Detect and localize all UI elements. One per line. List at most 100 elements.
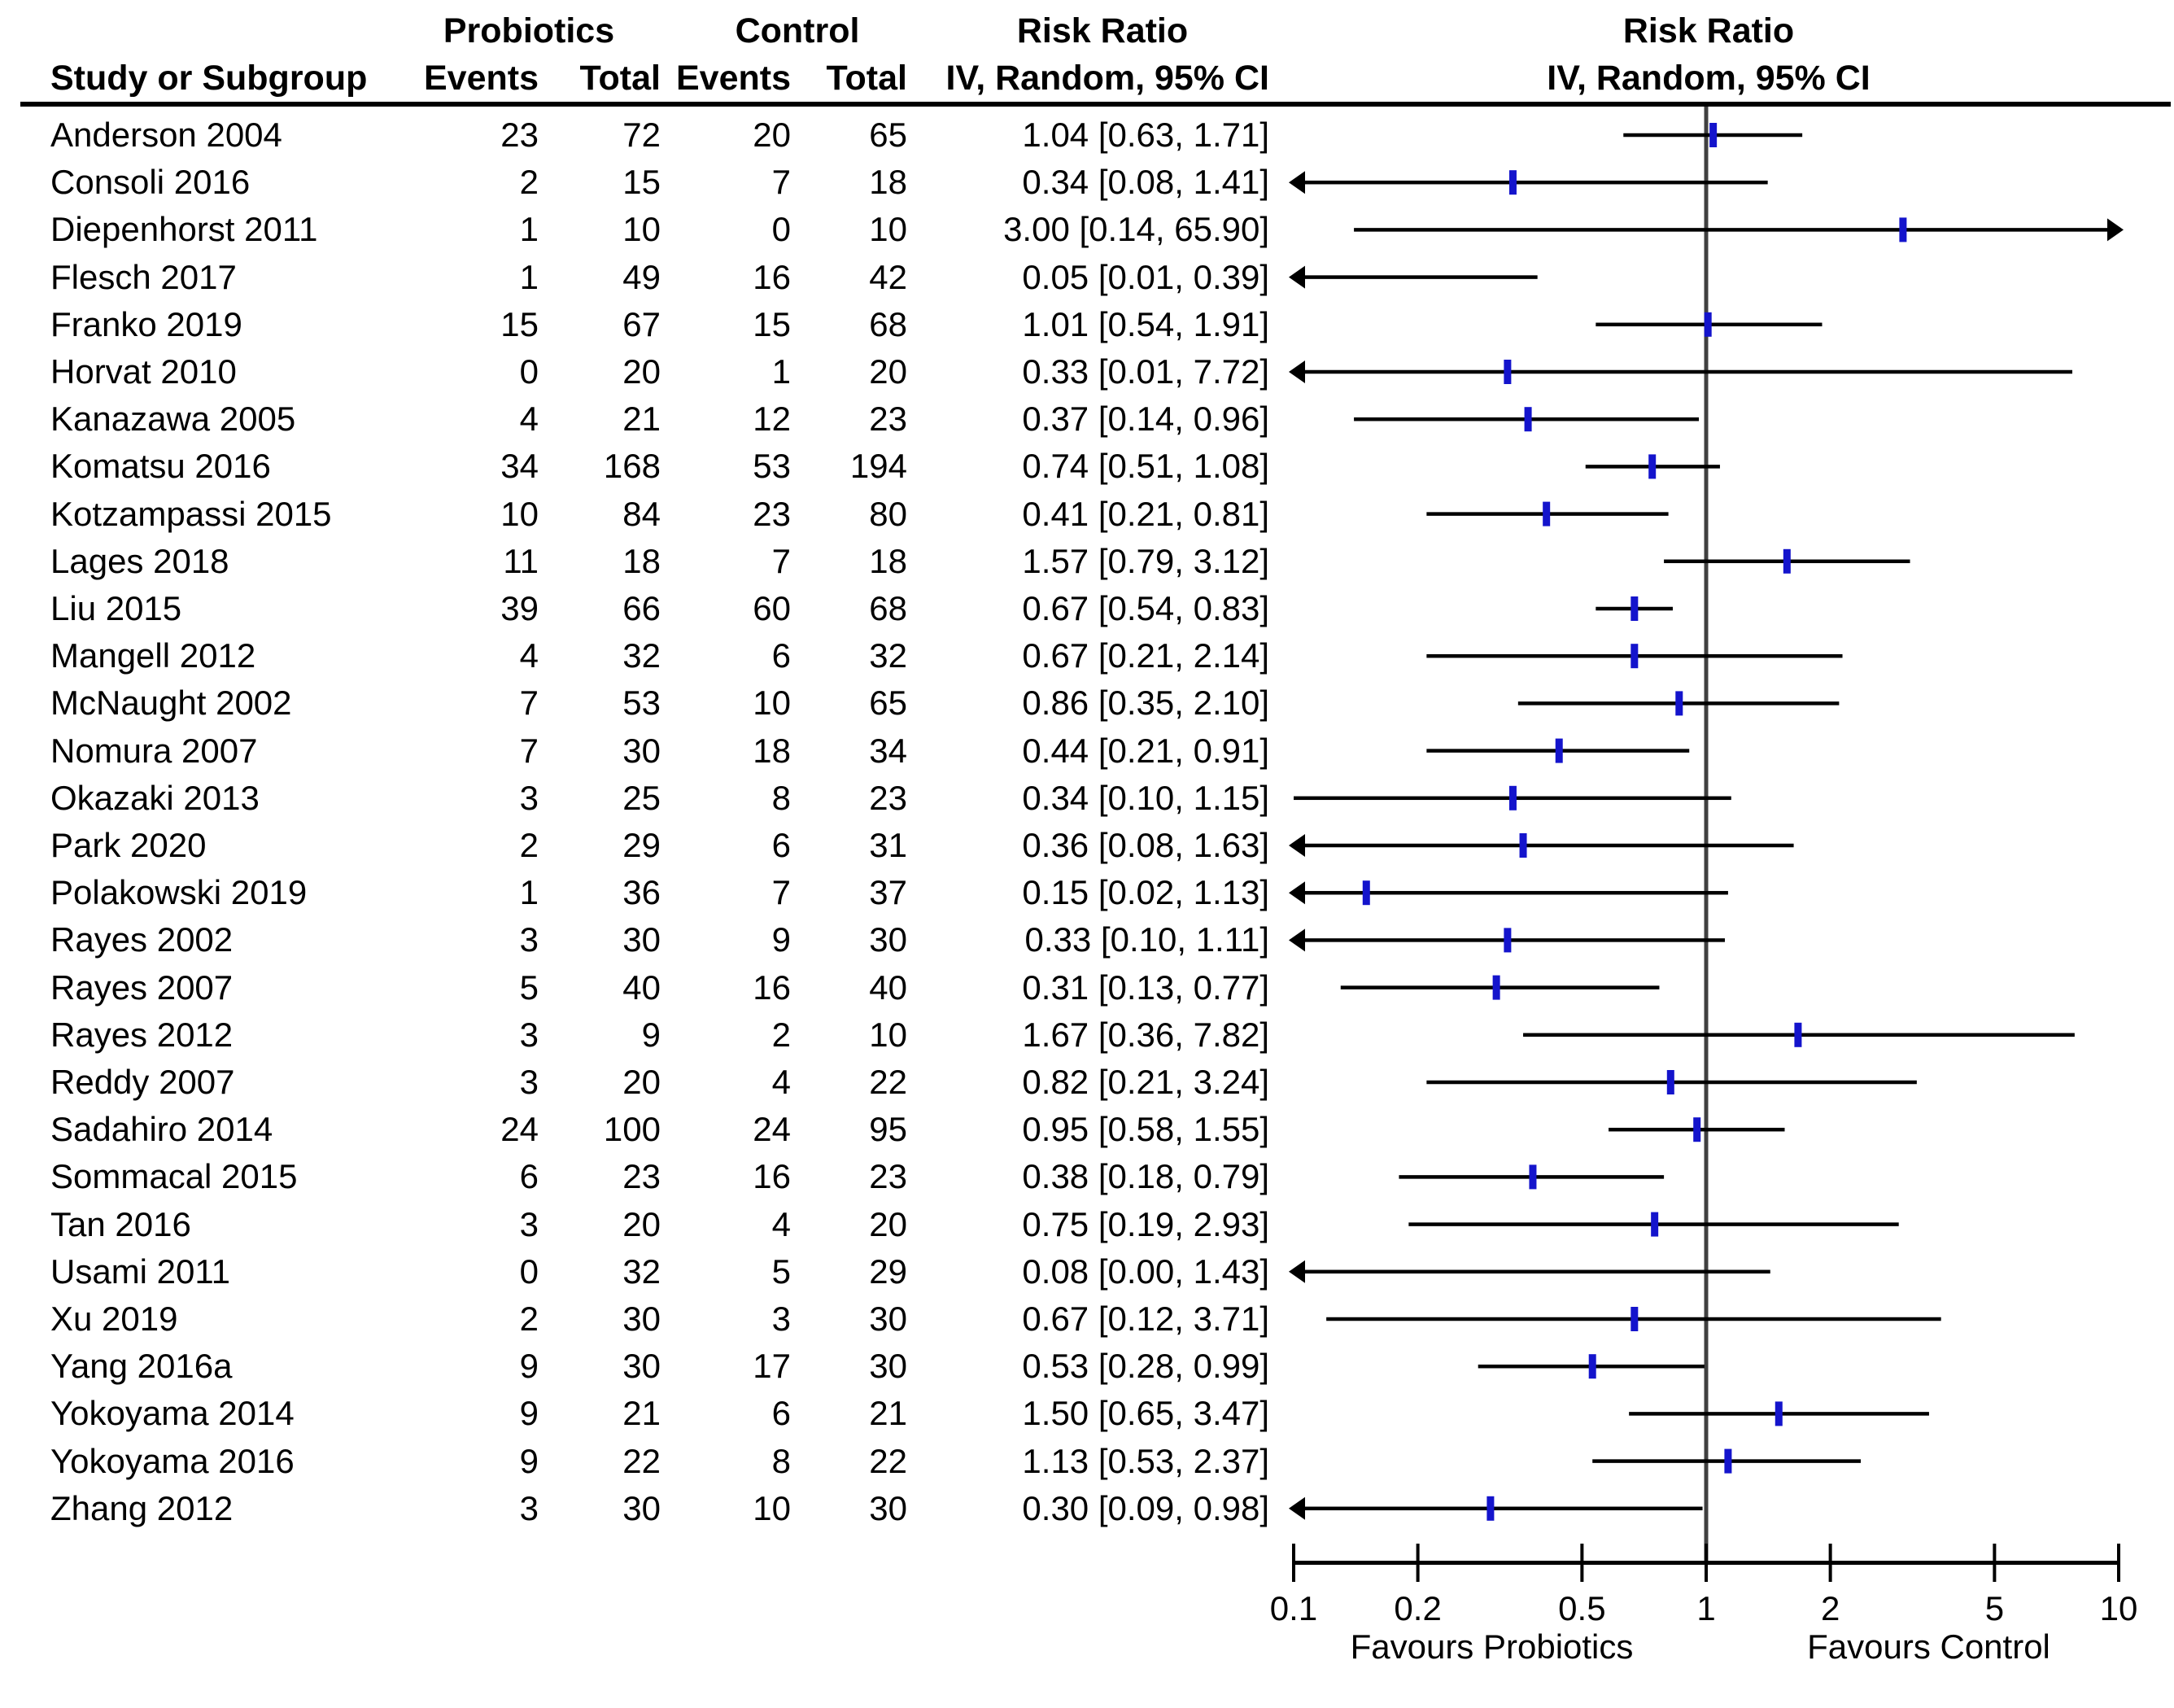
total2-value: 37: [869, 873, 907, 912]
events2-value: 8: [771, 778, 791, 817]
total1-value: 84: [622, 494, 661, 533]
effect-estimate-text: 0.67 [0.54, 0.83]: [1022, 589, 1269, 627]
total2-value: 80: [869, 494, 907, 533]
effect-estimate-text: 0.44 [0.21, 0.91]: [1022, 731, 1269, 770]
table-row: Xu 2019 2 30 3 30 0.67 [0.12, 3.71]: [0, 1295, 1302, 1343]
study-name: Nomura 2007: [50, 731, 258, 770]
events2-value: 6: [771, 1394, 791, 1433]
ci-line: [1295, 369, 2073, 374]
point-estimate-marker: [1486, 1496, 1495, 1521]
point-estimate-marker: [1630, 596, 1639, 621]
events2-value: 5: [771, 1252, 791, 1291]
table-row: Kotzampassi 2015 10 84 23 80 0.41 [0.21, 0.81…: [0, 491, 1302, 538]
events1-column-header: Events: [423, 59, 539, 98]
events1-value: 0: [519, 352, 539, 391]
effect-estimate-text: 1.67 [0.36, 7.82]: [1022, 1015, 1269, 1054]
effect-estimate-text: 1.57 [0.79, 3.12]: [1022, 541, 1269, 580]
table-row: Usami 2011 0 32 5 29 0.08 [0.00, 1.43]: [0, 1248, 1302, 1295]
effect-estimate-text: 1.13 [0.53, 2.37]: [1022, 1441, 1269, 1480]
total1-value: 66: [622, 589, 661, 627]
axis-tick: [2117, 1544, 2120, 1582]
events1-value: 4: [519, 400, 539, 439]
study-name: Franko 2019: [50, 304, 242, 343]
events2-value: 8: [771, 1441, 791, 1480]
effect-estimate-text: 0.31 [0.13, 0.77]: [1022, 968, 1269, 1007]
events1-value: 15: [500, 304, 539, 343]
total2-value: 30: [869, 1300, 907, 1338]
total1-value: 29: [622, 826, 661, 864]
study-name: Reddy 2007: [50, 1063, 235, 1101]
ci-line: [1295, 275, 1538, 279]
ci-line: [1295, 843, 1794, 848]
total1-value: 49: [622, 257, 661, 296]
axis-tick: [1416, 1544, 1420, 1582]
total2-value: 23: [869, 400, 907, 439]
total1-value: 10: [622, 210, 661, 249]
table-row: Reddy 2007 3 20 4 22 0.82 [0.21, 3.24]: [0, 1059, 1302, 1106]
study-name: Komatsu 2016: [50, 447, 271, 486]
total2-value: 22: [869, 1441, 907, 1480]
events1-value: 34: [500, 447, 539, 486]
total1-value: 100: [603, 1110, 661, 1149]
table-row: Sommacal 2015 6 23 16 23 0.38 [0.18, 0.79]: [0, 1153, 1302, 1200]
events1-value: 9: [519, 1394, 539, 1433]
point-estimate-marker: [1783, 548, 1791, 574]
table-row: Horvat 2010 0 20 1 20 0.33 [0.01, 7.72]: [0, 348, 1302, 395]
events2-value: 23: [753, 494, 791, 533]
events2-value: 15: [753, 304, 791, 343]
point-estimate-marker: [1709, 123, 1718, 147]
events1-value: 24: [500, 1110, 539, 1149]
total2-value: 68: [869, 589, 907, 627]
table-row: McNaught 2002 7 53 10 65 0.86 [0.35, 2.10]: [0, 679, 1302, 727]
total2-value: 10: [869, 1015, 907, 1054]
table-row: Sadahiro 2014 24 100 24 95 0.95 [0.58, 1.55]: [0, 1106, 1302, 1153]
ci-left-arrow: [1289, 1496, 1305, 1520]
study-column-header: Study or Subgroup: [50, 59, 368, 98]
effect-estimate-text: 0.38 [0.18, 0.79]: [1022, 1157, 1269, 1196]
events2-value: 1: [771, 352, 791, 391]
events1-value: 3: [519, 920, 539, 959]
events2-value: 6: [771, 636, 791, 675]
events1-value: 2: [519, 1300, 539, 1338]
point-estimate-marker: [1648, 454, 1657, 479]
total2-value: 40: [869, 968, 907, 1007]
study-name: Rayes 2007: [50, 968, 234, 1007]
events2-value: 16: [753, 1157, 791, 1196]
study-name: Tan 2016: [50, 1204, 191, 1243]
table-row: Polakowski 2019 1 36 7 37 0.15 [0.02, 1.13]: [0, 869, 1302, 916]
total1-value: 20: [622, 1063, 661, 1101]
events2-value: 10: [753, 1488, 791, 1527]
study-name: Rayes 2012: [50, 1015, 234, 1054]
axis-tick: [1705, 1544, 1708, 1582]
plot-title: Risk Ratio: [1622, 11, 1795, 50]
total1-value: 32: [622, 1252, 661, 1291]
study-name: Yang 2016a: [50, 1347, 233, 1386]
effect-estimate-text: 0.82 [0.21, 3.24]: [1022, 1063, 1269, 1101]
total1-value: 53: [622, 684, 661, 723]
study-name: Diepenhorst 2011: [50, 210, 318, 249]
total2-value: 23: [869, 1157, 907, 1196]
events2-value: 4: [771, 1063, 791, 1101]
point-estimate-marker: [1524, 407, 1532, 432]
events2-value: 60: [753, 589, 791, 627]
effect-estimate-text: 0.41 [0.21, 0.81]: [1022, 494, 1269, 533]
study-name: Flesch 2017: [50, 257, 237, 296]
events1-value: 5: [519, 968, 539, 1007]
events1-value: 1: [519, 873, 539, 912]
total1-value: 9: [641, 1015, 661, 1054]
total2-value: 30: [869, 1347, 907, 1386]
effect-estimate-text: 0.67 [0.12, 3.71]: [1022, 1300, 1269, 1338]
total2-value: 30: [869, 1488, 907, 1527]
total1-value: 20: [622, 1204, 661, 1243]
events2-value: 6: [771, 826, 791, 864]
header-rule: [20, 102, 2171, 107]
point-estimate-marker: [1555, 738, 1563, 763]
events1-value: 9: [519, 1441, 539, 1480]
events2-value: 2: [771, 1015, 791, 1054]
table-row: Franko 2019 15 67 15 68 1.01 [0.54, 1.91]: [0, 301, 1302, 348]
axis-tick: [1828, 1544, 1832, 1582]
study-name: Okazaki 2013: [50, 778, 260, 817]
events1-value: 10: [500, 494, 539, 533]
events2-value: 16: [753, 968, 791, 1007]
